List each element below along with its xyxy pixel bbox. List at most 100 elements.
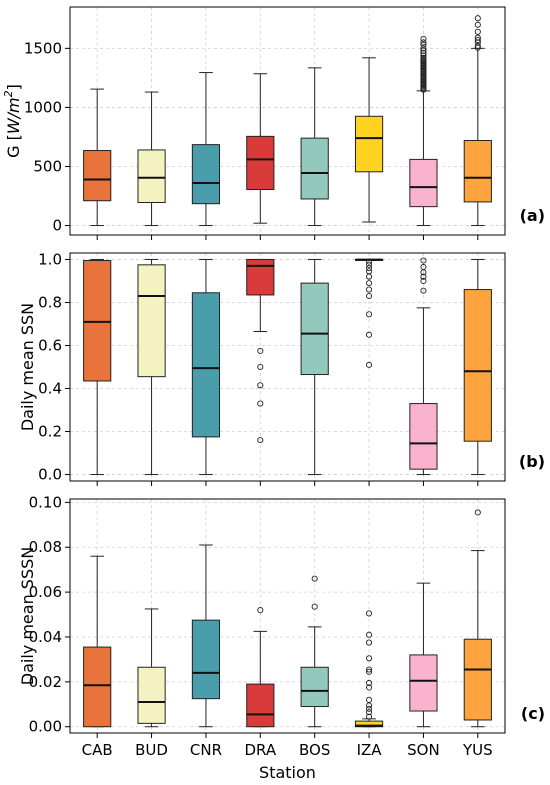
box-iqr <box>137 149 166 204</box>
outlier-point <box>420 273 427 280</box>
outlier-point <box>420 287 427 294</box>
outlier-point <box>366 286 373 293</box>
axes-frame-a <box>69 6 506 236</box>
box-iqr <box>83 260 112 382</box>
box-cab <box>83 88 112 227</box>
outlier-point <box>474 39 481 46</box>
y-tick-label: 1000 <box>24 98 62 116</box>
outlier-point <box>257 607 264 614</box>
axes-frame-b <box>69 252 506 482</box>
box-iqr <box>300 282 329 376</box>
box-iqr <box>246 135 275 191</box>
outlier-point <box>420 50 427 57</box>
box-iqr <box>83 150 112 202</box>
box-iqr <box>83 646 112 728</box>
box-son <box>409 257 438 476</box>
box-iqr <box>463 139 492 203</box>
outlier-point <box>474 15 481 22</box>
x-tick-label: IZA <box>357 741 383 759</box>
outlier-point <box>366 610 373 617</box>
outlier-point <box>366 639 373 646</box>
outlier-point <box>366 311 373 318</box>
y-axis-label: Daily mean SSN <box>18 303 37 431</box>
y-tick-label: 0.0 <box>38 466 62 484</box>
outlier-point <box>366 331 373 338</box>
box-bos <box>300 258 329 476</box>
y-tick-label: 0.08 <box>29 538 62 556</box>
y-tick-label: 0 <box>52 217 62 235</box>
y-tick-label: 0.00 <box>29 718 62 736</box>
box-cnr <box>191 258 221 476</box>
box-iqr <box>354 115 384 173</box>
box-iqr <box>463 638 492 721</box>
outlier-point <box>474 37 481 44</box>
outlier-point <box>420 277 427 285</box>
outlier-point <box>420 39 427 46</box>
x-tick-label: CNR <box>190 741 222 759</box>
box-iza <box>354 57 384 223</box>
y-axis-label: Daily mean SSSN <box>18 547 37 685</box>
x-tick-label: YUS <box>462 741 493 759</box>
outlier-point <box>257 437 264 444</box>
y-tick-label: 0.2 <box>38 423 62 441</box>
box-iqr <box>409 654 438 712</box>
outlier-point <box>366 631 373 638</box>
box-cnr <box>191 72 221 227</box>
box-son <box>409 35 438 227</box>
outlier-point <box>257 382 264 389</box>
outlier-point <box>257 363 264 371</box>
outlier-point <box>420 45 427 52</box>
x-tick-label: SON <box>407 741 440 759</box>
outlier-point <box>366 258 373 265</box>
panel-tag-b: (b) <box>519 452 545 471</box>
outlier-point <box>366 280 373 287</box>
panel-tag-a: (a) <box>520 206 545 225</box>
box-iza <box>354 258 384 368</box>
box-bud <box>137 258 166 476</box>
y-axis-label: G [W/m2] <box>2 84 23 158</box>
box-cab <box>83 555 112 728</box>
outlier-point <box>366 265 373 272</box>
y-tick-label: 0.06 <box>29 583 62 601</box>
x-tick-label: CAB <box>82 741 113 759</box>
outlier-point <box>474 42 481 50</box>
outlier-point <box>311 603 318 610</box>
outlier-point <box>420 257 427 264</box>
outlier-point <box>311 575 318 582</box>
box-yus <box>463 15 492 227</box>
outlier-point <box>366 705 373 712</box>
box-iqr <box>246 258 275 296</box>
box-iqr <box>246 683 275 728</box>
box-cab <box>83 258 112 476</box>
outlier-point <box>420 35 427 42</box>
y-tick-label: 0.10 <box>29 493 62 511</box>
y-tick-label: 0.04 <box>29 628 62 646</box>
outlier-point <box>474 34 481 41</box>
outlier-point <box>366 268 373 275</box>
x-tick-label: BUD <box>135 741 168 759</box>
box-dra <box>246 607 275 728</box>
box-iqr <box>409 403 438 470</box>
box-cnr <box>191 544 221 728</box>
outlier-point <box>420 263 427 271</box>
box-iqr <box>191 619 221 700</box>
y-tick-label: 0.4 <box>38 380 62 398</box>
y-tick-label: 0.6 <box>38 336 62 354</box>
outlier-point <box>366 684 373 691</box>
outlier-point <box>420 47 427 54</box>
box-iqr <box>409 158 438 208</box>
outlier-point <box>366 668 373 675</box>
outlier-point <box>420 41 427 48</box>
box-bos <box>300 575 329 728</box>
box-iqr <box>463 289 492 442</box>
outlier-point <box>257 347 264 354</box>
panel-b: 0.0 0.2 0.4 0.6 0.8 1.0 Daily mean SSN (b) <box>18 250 545 486</box>
box-yus <box>463 509 492 728</box>
x-tick-label: DRA <box>244 741 276 759</box>
outlier-point <box>366 361 373 368</box>
outlier-point <box>420 52 427 59</box>
outlier-point <box>366 261 373 268</box>
box-dra <box>246 73 275 224</box>
x-axis-label: Station <box>259 763 316 782</box>
